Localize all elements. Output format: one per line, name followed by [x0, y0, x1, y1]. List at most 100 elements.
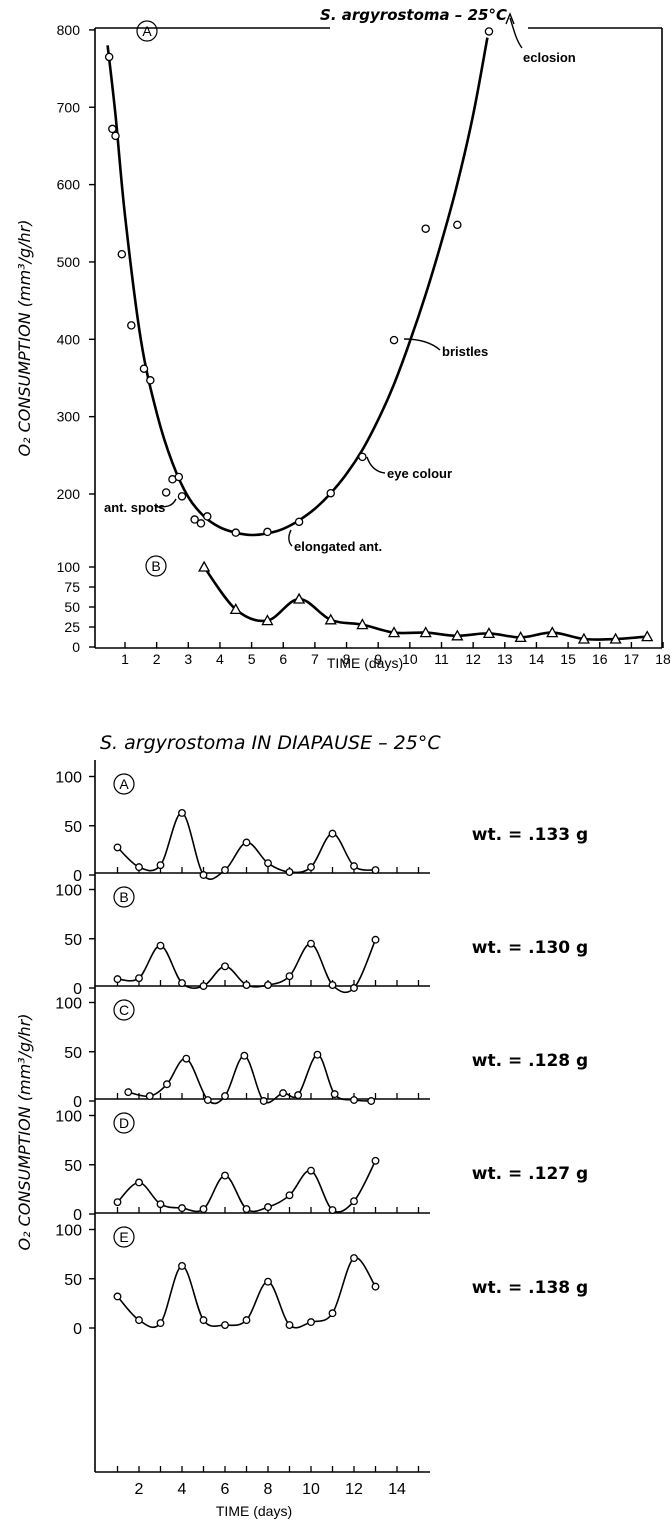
panel-b-point [350, 984, 358, 992]
panel-d-point [264, 1203, 272, 1212]
panel-a-point [221, 866, 229, 875]
leader-ant-spots [155, 498, 177, 508]
panel-c-weight: wt. = .128 g [472, 1051, 588, 1071]
top-x-tick-label: 9 [374, 651, 382, 667]
panel-c-label: C [119, 1002, 129, 1018]
panel-a-point [178, 808, 186, 817]
panel-e-point [285, 1321, 294, 1329]
series-b-point [577, 632, 591, 644]
top-panel-label-a-ring [136, 20, 158, 42]
top-x-tick-label: 2 [153, 651, 161, 667]
panel-e-point [156, 1319, 165, 1328]
panel-e-point [135, 1316, 143, 1325]
panel-d-line [116, 1160, 377, 1213]
panel-b-point [328, 981, 337, 989]
bottom-x-tick-label: 10 [302, 1481, 320, 1498]
top-y-tick-label: 700 [57, 99, 81, 115]
bottom-chart-y-label: O₂ CONSUMPTION (mm³/g/hr) [15, 1013, 34, 1250]
panel-a-point [285, 868, 294, 876]
top-x-tick-label: 14 [529, 651, 545, 667]
panel-d-point [156, 1200, 165, 1209]
panel-b-point [156, 941, 165, 950]
panel-c-label-ring [113, 999, 135, 1021]
panel-y-tick-label: 0 [73, 1321, 82, 1338]
top-x-tick-label: 16 [592, 651, 608, 667]
panel-y-tick-label: 50 [64, 1045, 82, 1062]
panel-b-point [264, 981, 272, 989]
panel-d-label: D [119, 1115, 129, 1131]
panel-d-point [221, 1171, 229, 1180]
panel-e-weight: wt. = .138 g [472, 1278, 588, 1298]
bottom-x-tick-label: 6 [221, 1481, 230, 1498]
top-panel-label-b: B [151, 558, 160, 574]
series-b-point [419, 626, 432, 638]
panel-y-tick-label: 0 [73, 1094, 82, 1111]
panel-c-point [240, 1051, 249, 1060]
bottom-chart-title: S. argyrostoma IN DIAPAUSE – 25°C [100, 732, 441, 754]
panel-c-point [124, 1088, 133, 1097]
panel-y-tick-label: 0 [73, 1207, 82, 1224]
series-a-point [174, 472, 184, 482]
top-x-tick-label: 8 [343, 651, 351, 667]
series-b-point [356, 618, 369, 630]
panel-d-point [242, 1205, 251, 1214]
panel-a-point [371, 866, 380, 875]
panel-a-point [307, 863, 315, 872]
series-a-point [127, 321, 136, 330]
panel-c-point [294, 1091, 303, 1100]
series-b-point [641, 630, 654, 642]
series-a-point [231, 528, 241, 537]
panel-y-tick-label: 0 [73, 868, 82, 885]
annotation-ant-spots: ant. spots [104, 500, 165, 515]
top-x-tick-label: 3 [184, 651, 192, 667]
top-chart-title: S. argyrostoma – 25°C [320, 6, 507, 24]
leader-eclosion [509, 17, 523, 49]
series-a-point [358, 452, 367, 462]
panel-c-point [162, 1080, 171, 1089]
panel-b-point [113, 975, 122, 984]
panel-y-tick-label: 50 [64, 1272, 82, 1289]
panel-c-point [182, 1054, 191, 1063]
panel-d-point [328, 1206, 337, 1215]
panel-a-point [156, 861, 165, 870]
panel-e-point [113, 1292, 122, 1301]
panel-e-point [307, 1318, 315, 1327]
panel-e-point [264, 1277, 272, 1286]
series-a-point [484, 27, 494, 36]
bottom-x-tick-label: 2 [135, 1481, 144, 1498]
panel-b-point [307, 939, 315, 948]
series-b-point [387, 626, 401, 638]
series-a-point [196, 519, 206, 528]
top-y-tick-label: 25 [64, 619, 80, 635]
top-x-tick-label: 5 [248, 651, 256, 667]
panel-b-label-ring [113, 886, 135, 908]
series-a-point [263, 527, 272, 537]
top-y-tick-label: 0 [72, 639, 80, 655]
panel-b-point [221, 962, 229, 971]
panel-y-tick-label: 50 [64, 819, 82, 836]
top-x-tick-label: 15 [560, 651, 576, 667]
top-x-tick-label: 1 [121, 651, 129, 667]
panel-a-point [242, 838, 251, 847]
bottom-x-tick-label: 8 [264, 1481, 273, 1498]
top-x-tick-label: 10 [402, 651, 418, 667]
panel-e-point [178, 1261, 186, 1270]
series-a-point [190, 515, 199, 524]
series-a-point [117, 249, 127, 259]
series-a-point [108, 124, 117, 134]
top-x-tick-label: 17 [624, 651, 640, 667]
annotation-eye-colour: eye colour [387, 466, 452, 481]
series-a-point [177, 492, 187, 501]
panel-d-point [371, 1156, 380, 1165]
top-panel-label-b-ring [145, 555, 167, 577]
panel-b-point [371, 935, 380, 944]
leader-bristles [403, 338, 441, 351]
top-x-tick-label: 18 [655, 651, 670, 667]
series-b-point [609, 632, 622, 644]
arrowhead-eclosion [505, 12, 515, 25]
bottom-chart-x-label: TIME (days) [216, 1503, 292, 1519]
panel-e-point [242, 1316, 251, 1325]
annotation-eclosion: eclosion [523, 50, 576, 65]
series-b-point [292, 592, 306, 604]
